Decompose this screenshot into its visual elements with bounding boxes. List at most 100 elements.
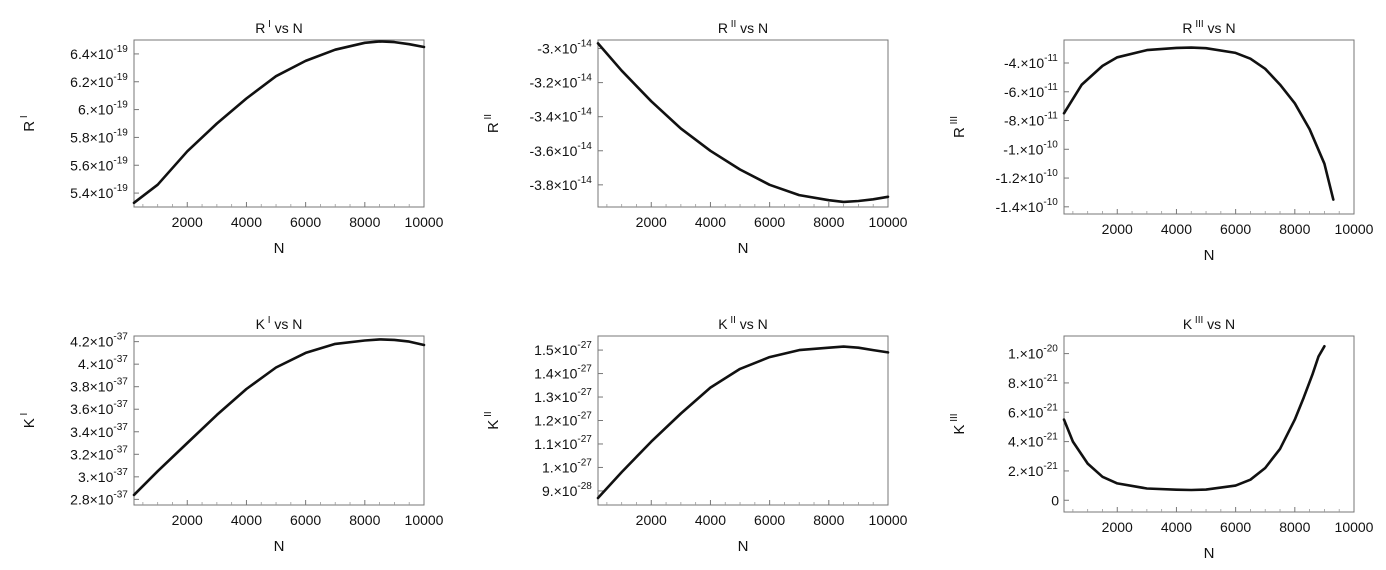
x-tick-label: 4000 [231, 512, 262, 528]
x-tick-label: 10000 [1335, 221, 1374, 237]
x-tick-label: 8000 [349, 512, 380, 528]
x-tick-label: 6000 [290, 512, 321, 528]
y-tick-label: 4.×10-37 [78, 354, 129, 372]
x-tick-label: 2000 [1102, 221, 1133, 237]
plot-frame [133, 39, 425, 208]
x-tick-label: 8000 [813, 512, 844, 528]
y-tick-label: 1.2×10-27 [534, 411, 593, 429]
x-tick-label: 6000 [754, 512, 785, 528]
y-tick-label: 6.×10-19 [78, 100, 129, 118]
series-line [596, 42, 890, 204]
x-tick-label: 4000 [1161, 519, 1192, 535]
plot-frame [597, 39, 889, 208]
x-tick-label: 4000 [231, 214, 262, 230]
x-tick-label: 10000 [1335, 519, 1374, 535]
series-line [596, 345, 890, 500]
x-tick-label: 2000 [172, 214, 203, 230]
y-tick-label: 3.8×10-37 [70, 377, 129, 395]
y-tick-label: 0 [1051, 492, 1059, 508]
y-tick-label: -1.4×10-10 [996, 197, 1060, 215]
chart-R3: R III vs N 2000 4000 6000 8000 10000 -4.×10-11… [949, 19, 1374, 264]
x-axis-title: N [738, 538, 749, 555]
chart-title: K II vs N [718, 315, 768, 332]
x-tick-label: 10000 [869, 512, 908, 528]
y-tick-label: -3.6×10-14 [530, 141, 594, 159]
chart-title: R III vs N [1182, 19, 1235, 36]
series-line [1062, 46, 1335, 201]
y-tick-label: 3.×10-37 [78, 467, 129, 485]
chart-K3: K III vs N 2000 4000 6000 8000 10000 0 2.×10-21… [949, 315, 1374, 562]
y-axis-title: K I [19, 413, 38, 429]
y-tick-label: 3.4×10-37 [70, 422, 129, 440]
y-tick-label: 5.6×10-19 [70, 155, 129, 173]
x-tick-label: 2000 [172, 512, 203, 528]
y-tick-label: -4.×10-11 [1004, 53, 1059, 71]
y-tick-label: 2.8×10-37 [70, 489, 129, 507]
y-axis-title: K III [949, 413, 968, 434]
x-tick-label: 8000 [813, 214, 844, 230]
chart-K2: K II vs N 2000 4000 6000 8000 10000 9.×10-28 1… [483, 315, 908, 555]
series-line [132, 338, 426, 497]
y-tick-label: 1.3×10-27 [534, 387, 593, 405]
y-tick-label: 3.6×10-37 [70, 399, 129, 417]
y-axis-title: R I [19, 115, 38, 131]
plot-frame [1063, 39, 1355, 215]
y-tick-label: 1.×10-20 [1008, 344, 1059, 362]
y-tick-label: 9.×10-28 [542, 481, 593, 499]
x-tick-label: 4000 [1161, 221, 1192, 237]
y-tick-label: 4.×10-21 [1008, 432, 1059, 450]
y-axis-title: R III [949, 116, 968, 138]
chart-title: R I vs N [255, 19, 303, 36]
chart-title: K III vs N [1183, 315, 1235, 332]
chart-K1: K I vs N 2000 4000 6000 8000 10000 2.8×10-37 3… [19, 315, 444, 555]
y-tick-label: 1.1×10-27 [534, 434, 593, 452]
y-tick-label: 5.4×10-19 [70, 183, 129, 201]
y-tick-label: 4.2×10-37 [70, 332, 129, 350]
y-tick-label: 6.×10-21 [1008, 402, 1059, 420]
y-tick-label: 1.4×10-27 [534, 364, 593, 382]
y-tick-label: 6.4×10-19 [70, 44, 129, 62]
x-tick-label: 2000 [636, 512, 667, 528]
y-tick-label: 6.2×10-19 [70, 72, 129, 90]
y-tick-label: -3.4×10-14 [530, 107, 594, 125]
x-tick-label: 6000 [290, 214, 321, 230]
x-tick-label: 4000 [695, 512, 726, 528]
series-line [1062, 345, 1326, 492]
chart-title: K I vs N [256, 315, 303, 332]
x-axis-title: N [274, 240, 285, 257]
y-tick-label: 8.×10-21 [1008, 373, 1059, 391]
y-tick-label: 1.×10-27 [542, 457, 593, 475]
chart-title: R II vs N [718, 19, 768, 36]
y-tick-label: -6.×10-11 [1004, 82, 1059, 100]
y-tick-label: 2.×10-21 [1008, 461, 1059, 479]
x-tick-label: 2000 [1102, 519, 1133, 535]
x-tick-label: 8000 [1279, 519, 1310, 535]
x-tick-label: 10000 [405, 512, 444, 528]
y-tick-label: 3.2×10-37 [70, 444, 129, 462]
y-tick-label: -3.2×10-14 [530, 73, 594, 91]
x-axis-title: N [1204, 545, 1215, 562]
plot-frame [133, 335, 425, 506]
y-axis-title: K II [483, 411, 502, 429]
x-tick-label: 6000 [754, 214, 785, 230]
y-tick-label: -3.×10-14 [537, 39, 593, 57]
chart-R2: R II vs N 2000 4000 6000 8000 10000 -3.8×10-14… [483, 19, 908, 257]
y-tick-label: -8.×10-11 [1004, 111, 1059, 129]
x-tick-label: 10000 [869, 214, 908, 230]
y-axis-title: R II [483, 114, 502, 133]
y-tick-label: 5.8×10-19 [70, 127, 129, 145]
y-tick-label: 1.5×10-27 [534, 340, 593, 358]
x-tick-label: 6000 [1220, 221, 1251, 237]
plot-frame [597, 335, 889, 506]
x-axis-title: N [1204, 247, 1215, 264]
plot-frame [1063, 335, 1355, 513]
y-tick-label: -3.8×10-14 [530, 175, 594, 193]
x-axis-title: N [274, 538, 285, 555]
x-tick-label: 4000 [695, 214, 726, 230]
chart-R1: R I vs N 2000 4000 6000 8000 10000 5.4×10-19 5… [19, 19, 444, 257]
x-tick-label: 6000 [1220, 519, 1251, 535]
x-tick-label: 8000 [1279, 221, 1310, 237]
x-tick-label: 10000 [405, 214, 444, 230]
y-tick-label: -1.2×10-10 [996, 168, 1060, 186]
